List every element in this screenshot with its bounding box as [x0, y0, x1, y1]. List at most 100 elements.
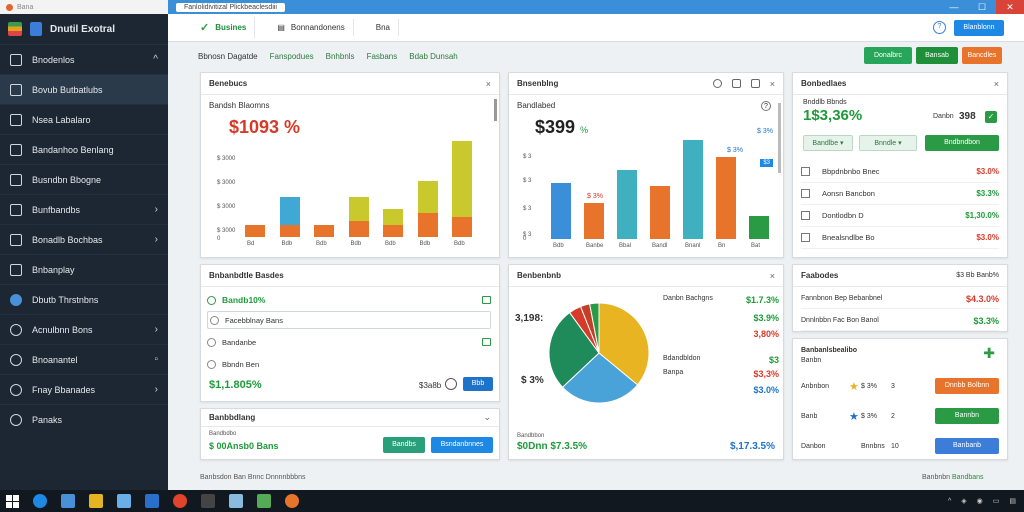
brand[interactable]: Dnutil Exotral — [0, 14, 168, 44]
subnav-item[interactable]: Fanspodues — [269, 51, 314, 61]
app-icon[interactable] — [117, 494, 131, 508]
folder-icon[interactable] — [89, 494, 103, 508]
app3-icon[interactable] — [285, 494, 299, 508]
sidebar-item[interactable]: Bandanhoo Benlang — [0, 134, 168, 164]
tab-bar: ✓ Busines ▤ Bonnandonens Bna ? Blanblonn — [168, 14, 1024, 42]
row-label: Bbpdnbnbo Bnec — [822, 167, 880, 176]
bar-base — [279, 225, 300, 237]
planning-button-1[interactable]: Bandbs — [383, 437, 425, 453]
row-button[interactable]: Bannbn — [935, 408, 999, 424]
summary-row[interactable]: Dontlodbn D $1,30.0% — [801, 205, 999, 227]
close-icon[interactable]: × — [485, 78, 491, 89]
action-button-3[interactable]: Bancdles — [962, 47, 1002, 64]
fees-panel: Faabodes $3 Bb Banb% Fannbnon Bep Bebanb… — [792, 264, 1008, 332]
folder-icon[interactable] — [482, 338, 491, 346]
sidebar-item[interactable]: Bovub Butbatlubs — [0, 74, 168, 104]
info-icon[interactable]: ? — [761, 101, 771, 111]
action-button-2[interactable]: Bansab — [916, 47, 958, 64]
radio-icon[interactable] — [207, 359, 216, 369]
sidebar-item[interactable]: Panaks — [0, 404, 168, 434]
primary-button[interactable]: Bndbndbon — [925, 135, 999, 151]
bar-top — [383, 209, 403, 225]
maximize-button[interactable]: ☐ — [977, 1, 987, 12]
sidebar-item[interactable]: Bnbanplay — [0, 254, 168, 284]
x-tick-label: Bandl — [652, 243, 668, 249]
store-icon[interactable] — [61, 494, 75, 508]
sidebar-item[interactable]: Nsea Labalaro — [0, 104, 168, 134]
sidebar-item[interactable]: Fnay Bbanades › — [0, 374, 168, 404]
screen-icon[interactable] — [229, 494, 243, 508]
close-button[interactable]: ✕ — [996, 0, 1024, 14]
tasks-value: $1,1.805% — [209, 379, 262, 391]
tab-second[interactable]: ▤ Bonnandonens — [269, 19, 354, 36]
scrollbar[interactable] — [494, 99, 497, 121]
tasks-button[interactable]: Bbb — [463, 377, 493, 391]
planning-button-2[interactable]: Bsndanbnnes — [431, 437, 493, 453]
close-icon[interactable]: × — [769, 78, 775, 89]
summary-row[interactable]: Bnealsndlbe Bo $3.0% — [801, 227, 999, 249]
action-button-1[interactable]: Donalbrc — [864, 47, 912, 64]
tab-third[interactable]: Bna — [368, 19, 399, 36]
minimize-button[interactable]: — — [949, 2, 959, 12]
sidebar-item-label: Bnodenlos — [32, 54, 75, 65]
network-icon[interactable]: ◈ — [961, 498, 967, 505]
tab-label: Bna — [375, 23, 390, 32]
checkbox[interactable] — [801, 211, 810, 220]
notification-icon[interactable]: ▤ — [1009, 498, 1016, 505]
dropdown-button-1[interactable]: Bandlbe ▾ — [803, 135, 853, 151]
start-icon[interactable] — [6, 494, 19, 508]
chrome-icon[interactable] — [173, 494, 187, 508]
checkbox[interactable] — [801, 233, 810, 242]
row-button[interactable]: Dnnbb Bolbnn — [935, 378, 999, 394]
summary-row[interactable]: Bbpdnbnbo Bnec $3.0% — [801, 161, 999, 183]
browser-icon[interactable] — [33, 494, 47, 508]
sidebar-item[interactable]: Bonadlb Bochbas › — [0, 224, 168, 254]
checkbox[interactable] — [801, 167, 810, 176]
radio-icon[interactable] — [207, 337, 216, 347]
panel-header: Bnbanbdtle Basdes — [201, 265, 499, 287]
sidebar-item[interactable]: Dbutb Thrstnbns — [0, 284, 168, 314]
sidebar-item-label: Bandanhoo Benlang — [32, 144, 114, 155]
dropdown-button-2[interactable]: Bnndle ▾ — [859, 135, 917, 151]
help-icon[interactable]: ? — [933, 21, 946, 34]
sidebar-item[interactable]: Bnoanantel ▫ — [0, 344, 168, 374]
radio-icon[interactable] — [207, 295, 216, 305]
chevron-down-icon[interactable]: ⌄ — [483, 412, 491, 422]
subnav-item[interactable]: Bbnosn Dagatde — [198, 51, 258, 61]
x-tick-label: Bdb — [553, 243, 564, 249]
sidebar-item[interactable]: Bnodenlos ^ — [0, 44, 168, 74]
expand-icon[interactable] — [750, 79, 760, 88]
subnav-item[interactable]: Bdab Dunsah — [409, 51, 458, 61]
top-action-button[interactable]: Blanblonn — [954, 20, 1004, 36]
fee-row[interactable]: Fannbnon Bep Bebanbnel $4.3.0% — [801, 289, 999, 309]
radio-icon[interactable] — [210, 315, 219, 325]
volume-icon[interactable]: ◉ — [976, 498, 983, 505]
checklist-item[interactable]: Bandb10% — [207, 291, 491, 309]
battery-icon[interactable]: ▭ — [992, 498, 1000, 505]
folder-icon[interactable] — [482, 296, 491, 304]
media-icon[interactable] — [201, 494, 215, 508]
close-icon[interactable]: × — [993, 78, 999, 89]
settings-icon[interactable] — [731, 79, 741, 88]
sidebar-item[interactable]: Bunfbandbs › — [0, 194, 168, 224]
subnav-item[interactable]: Bnhbnls — [325, 51, 355, 61]
sidebar-item[interactable]: Acnulbnn Bons › — [0, 314, 168, 344]
row-button[interactable]: Banbanb — [935, 438, 999, 454]
scrollbar[interactable] — [778, 103, 781, 173]
legend-row: $3.9% — [663, 313, 779, 323]
fee-row[interactable]: Dnnlnbbn Fac Bon Banol $3.3% — [801, 311, 999, 331]
panel-title: Faabodes — [801, 271, 839, 280]
checklist-item[interactable]: Bbndn Ben — [207, 355, 491, 373]
refresh-icon[interactable] — [712, 79, 722, 88]
tab-business[interactable]: ✓ Busines — [192, 17, 256, 38]
summary-row[interactable]: Aonsn Bancbon $3.3% — [801, 183, 999, 205]
subnav-item[interactable]: Fasbans — [366, 51, 398, 61]
checklist-item[interactable]: Bandanbe — [207, 333, 491, 351]
sidebar-item[interactable]: Busndbn Bbogne — [0, 164, 168, 194]
app2-icon[interactable] — [257, 494, 271, 508]
dropbox-icon[interactable] — [145, 494, 159, 508]
checklist-item[interactable]: Facebblnay Bans — [207, 311, 491, 329]
up-arrow-icon[interactable]: ^ — [947, 497, 952, 505]
checkbox[interactable] — [801, 189, 810, 198]
close-icon[interactable]: × — [769, 270, 775, 281]
